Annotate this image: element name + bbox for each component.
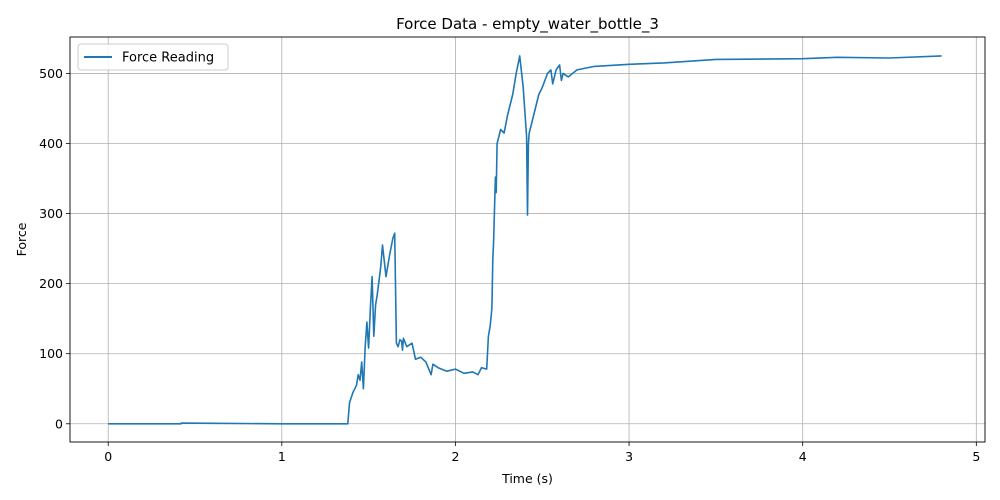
series-group <box>108 55 942 425</box>
x-tick-label: 2 <box>451 449 459 464</box>
legend-label: Force Reading <box>122 51 214 66</box>
plot-frame <box>69 36 986 443</box>
y-tick-label: 500 <box>39 66 63 81</box>
x-axis-label: Time (s) <box>501 471 553 486</box>
y-tick-label: 400 <box>39 136 63 151</box>
series-line-force-reading <box>108 55 942 425</box>
legend-box <box>77 43 229 71</box>
legend: Force Reading <box>77 43 229 71</box>
y-axis-label: Force <box>14 222 29 256</box>
chart-title: Force Data - empty_water_bottle_3 <box>396 15 659 34</box>
x-tick-label: 3 <box>625 449 633 464</box>
x-tick-label: 0 <box>104 449 112 464</box>
x-ticks: 0 1 2 3 4 5 <box>104 442 980 464</box>
x-tick-label: 5 <box>972 449 980 464</box>
y-tick-label: 0 <box>55 416 63 431</box>
x-tick-label: 4 <box>799 449 807 464</box>
y-tick-label: 300 <box>39 206 63 221</box>
y-tick-label: 100 <box>39 346 63 361</box>
y-ticks: 0 100 200 300 400 500 <box>39 66 70 431</box>
y-tick-label: 200 <box>39 276 63 291</box>
x-tick-label: 1 <box>278 449 286 464</box>
